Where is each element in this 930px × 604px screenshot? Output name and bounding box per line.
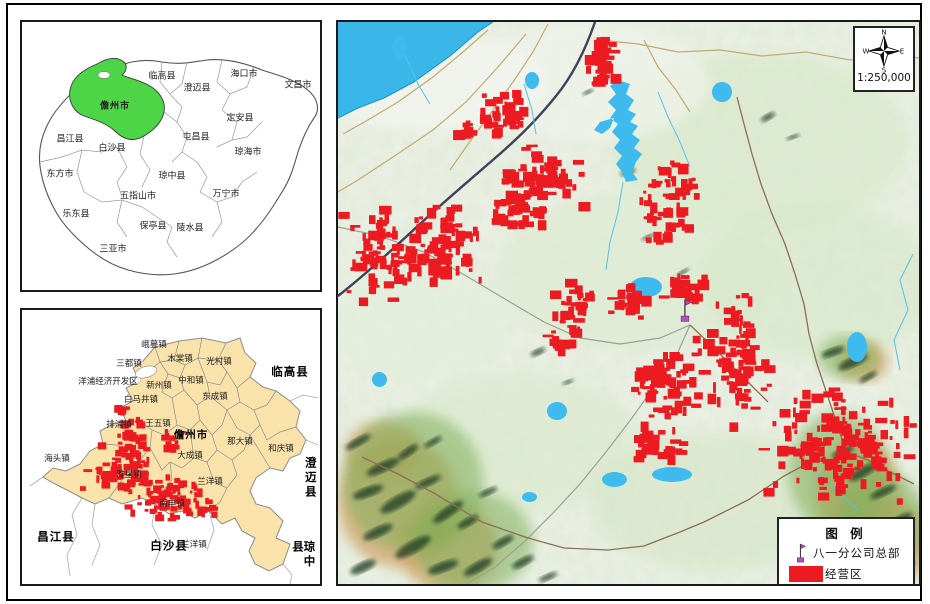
- legend-box: 图 例 八一分公司总部 经营区: [777, 517, 915, 584]
- danzhou-highlight-shape: [69, 57, 165, 140]
- lake: [652, 467, 692, 482]
- headquarters-flag-icon: [787, 543, 813, 563]
- hainan-inset-canvas: [38, 57, 319, 276]
- neighbor-county-lines: [29, 394, 319, 584]
- lake: [372, 372, 387, 387]
- reservoir: [594, 80, 642, 182]
- main-map-canvas: [338, 22, 919, 584]
- danzhou-city-shape: [42, 337, 307, 572]
- main-operations-map: N E S W 1:250,000 图 例 八一分公司总部 经营区: [336, 20, 921, 586]
- legend-label: 八一分公司总部: [813, 546, 901, 560]
- lake: [525, 72, 539, 89]
- inset-operating-areas: [80, 405, 218, 522]
- legend-item-operating-area: 经营区: [787, 564, 905, 584]
- operating-area-swatch: [787, 566, 825, 582]
- lake: [522, 492, 537, 502]
- lake: [392, 37, 406, 59]
- compass-e: E: [900, 48, 904, 56]
- yangpu-white-area: [128, 365, 158, 384]
- hainan-overview-inset: 临高县 澄迈县 海口市 文昌市 儋州市 定安县 昌江县 白沙县 屯昌县 琼海市 东方市 琼中县 万宁市五…: [20, 20, 322, 292]
- compass-n: N: [881, 29, 886, 37]
- compass-rose: N E S W: [863, 29, 905, 74]
- compass-scale-box: N E S W 1:250,000: [853, 26, 915, 92]
- lake: [712, 82, 732, 102]
- legend-title: 图 例: [825, 526, 867, 541]
- outer-frame: [6, 3, 922, 601]
- map-scale: 1:250,000: [857, 72, 911, 84]
- legend-label: 经营区: [825, 567, 863, 581]
- county-boundaries: [39, 59, 263, 258]
- operating-area-polygons: [338, 36, 917, 505]
- compass-w: W: [863, 48, 870, 56]
- danzhou-inset-canvas: [29, 337, 319, 584]
- lake: [847, 332, 867, 362]
- danzhou-townships-inset: 峨蔓镇 木棠镇 光村镇 三都镇 临高县 洋浦经济开发区 新州镇 中和镇 白马井镇 东成镇 排浦镇 王五…: [20, 308, 322, 586]
- lake: [547, 402, 567, 420]
- sea-area: [338, 22, 493, 118]
- lake: [602, 472, 627, 487]
- yangpu-bay-notch: [97, 71, 111, 79]
- coastline: [338, 22, 494, 119]
- compass-s: S: [882, 67, 887, 74]
- legend-item-headquarters: 八一分公司总部: [787, 543, 905, 563]
